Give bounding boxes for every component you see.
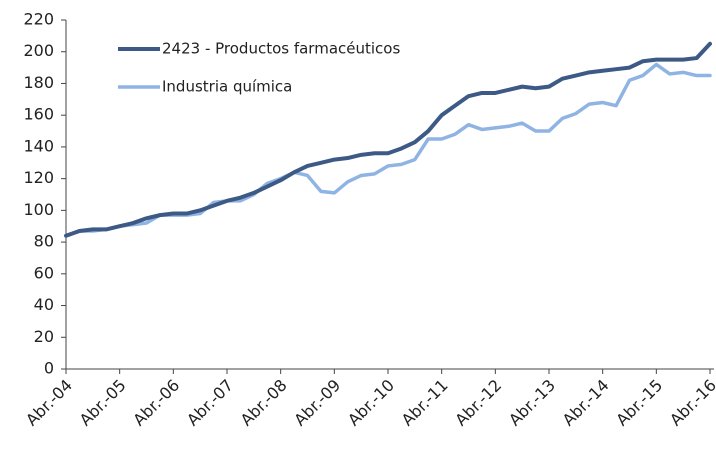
x-tick-label: Abr.-14 <box>559 376 613 430</box>
x-tick-label: Abr.-12 <box>451 376 505 430</box>
y-tick-label: 200 <box>23 41 54 60</box>
x-tick-label: Abr.-06 <box>129 376 183 430</box>
legend-label: 2423 - Productos farmacéuticos <box>162 40 400 58</box>
x-tick-label: Abr.-13 <box>505 376 559 430</box>
x-tick-label: Abr.-04 <box>22 376 76 430</box>
x-tick-label: Abr.-10 <box>344 376 398 430</box>
x-tick-label: Abr.-08 <box>237 376 291 430</box>
y-tick-label: 20 <box>34 327 54 346</box>
legend-label: Industria química <box>162 78 292 96</box>
x-tick-label: Abr.-15 <box>612 376 666 430</box>
x-tick-label: Abr.-16 <box>666 376 716 430</box>
series-line <box>64 41 712 238</box>
x-tick-label: Abr.-05 <box>76 376 130 430</box>
y-tick-label: 180 <box>23 73 54 92</box>
y-tick-label: 0 <box>44 359 54 378</box>
x-tick-label: Abr.-07 <box>183 376 237 430</box>
y-tick-label: 80 <box>34 232 54 251</box>
x-tick-label: Abr.-09 <box>290 376 344 430</box>
y-tick-label: 40 <box>34 295 54 314</box>
y-tick-label: 100 <box>23 200 54 219</box>
y-tick-label: 60 <box>34 263 54 282</box>
y-tick-label: 120 <box>23 168 54 187</box>
y-tick-label: 160 <box>23 105 54 124</box>
x-tick-label: Abr.-11 <box>398 376 452 430</box>
y-tick-label: 140 <box>23 136 54 155</box>
y-tick-label: 220 <box>23 10 54 29</box>
